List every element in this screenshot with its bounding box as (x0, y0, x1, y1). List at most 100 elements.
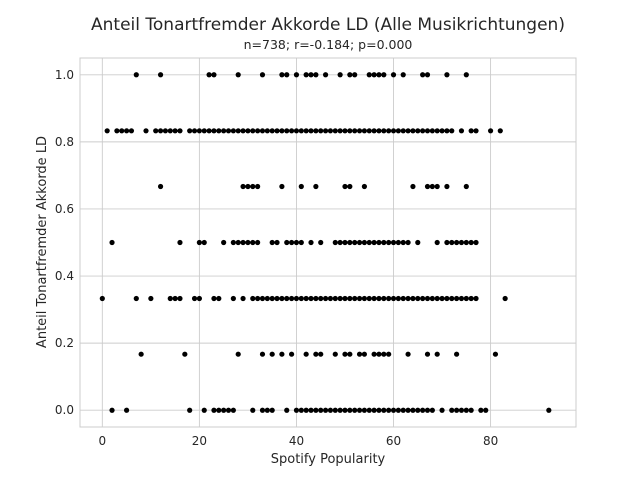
data-point (444, 295, 450, 302)
data-point (206, 128, 212, 134)
data-point (400, 72, 406, 78)
data-point (463, 407, 469, 413)
data-point (434, 239, 440, 246)
data-point (303, 72, 309, 78)
data-point (400, 295, 406, 302)
data-point (274, 239, 280, 246)
y-axis-label: Anteil Tonartfremder Akkorde LD (35, 136, 50, 348)
data-point (405, 407, 411, 413)
data-point (123, 407, 130, 413)
data-point (361, 239, 367, 246)
data-point (269, 407, 275, 413)
data-point (366, 128, 372, 134)
data-point (483, 407, 489, 413)
data-point (313, 183, 319, 190)
data-point (293, 72, 300, 78)
data-point (196, 128, 202, 134)
data-point (123, 128, 130, 134)
data-point (235, 128, 241, 134)
data-point (225, 128, 232, 134)
data-point (449, 239, 455, 246)
data-point (235, 72, 241, 78)
data-point (318, 239, 324, 246)
data-point (269, 351, 275, 357)
data-point (322, 72, 329, 78)
data-point (216, 407, 222, 413)
chart-subtitle: n=738; r=-0.184; p=0.000 (244, 37, 413, 52)
data-point (366, 72, 372, 78)
data-point (308, 239, 314, 246)
data-point (279, 183, 285, 190)
data-point (172, 295, 178, 302)
data-point (366, 407, 372, 413)
data-point (381, 239, 387, 246)
x-tick-label: 80 (483, 434, 498, 448)
data-point (269, 239, 275, 246)
data-point (492, 351, 499, 357)
data-point (400, 239, 406, 246)
data-point (347, 239, 353, 246)
y-tick-label: 0.0 (55, 403, 74, 417)
data-point (298, 407, 304, 413)
data-point (444, 183, 450, 190)
y-tick-label: 0.6 (55, 202, 74, 216)
data-point (381, 128, 387, 134)
data-point (468, 239, 474, 246)
data-point (454, 295, 460, 302)
data-point (221, 407, 227, 413)
data-point (410, 295, 416, 302)
data-point (109, 407, 115, 413)
data-point (332, 407, 338, 413)
data-point (167, 295, 173, 302)
data-point (424, 128, 431, 134)
data-point (211, 295, 217, 302)
data-point (361, 295, 367, 302)
data-point (376, 351, 382, 357)
data-point (298, 183, 304, 190)
data-point (293, 239, 300, 246)
data-point (221, 128, 227, 134)
data-point (308, 407, 314, 413)
data-point (264, 295, 270, 302)
data-point (347, 128, 353, 134)
data-point (347, 351, 353, 357)
data-point (381, 295, 387, 302)
x-tick-label: 40 (289, 434, 304, 448)
data-point (444, 72, 450, 78)
data-point (318, 128, 324, 134)
data-point (318, 407, 324, 413)
data-point (255, 128, 261, 134)
data-point (424, 72, 431, 78)
data-point (337, 128, 343, 134)
x-tick-label: 60 (386, 434, 401, 448)
data-point (371, 128, 377, 134)
data-point (473, 295, 479, 302)
data-point (308, 128, 314, 134)
data-point (250, 407, 256, 413)
data-point (250, 295, 256, 302)
data-point (352, 72, 358, 78)
data-point (424, 183, 431, 190)
data-point (342, 128, 348, 134)
data-point (458, 295, 465, 302)
data-point (104, 128, 110, 134)
data-point (361, 351, 367, 357)
data-point (434, 183, 440, 190)
data-point (386, 351, 392, 357)
data-point (371, 351, 377, 357)
data-point (187, 128, 193, 134)
data-point (400, 407, 406, 413)
data-point (196, 239, 202, 246)
data-point (327, 407, 334, 413)
data-point (473, 128, 479, 134)
data-point (245, 239, 251, 246)
data-point (240, 295, 246, 302)
data-point (347, 183, 353, 190)
data-point (259, 351, 266, 357)
x-tick-label: 0 (99, 434, 107, 448)
data-point (279, 128, 285, 134)
data-point (133, 72, 139, 78)
data-point (167, 128, 173, 134)
data-point (434, 128, 440, 134)
data-point (327, 295, 334, 302)
